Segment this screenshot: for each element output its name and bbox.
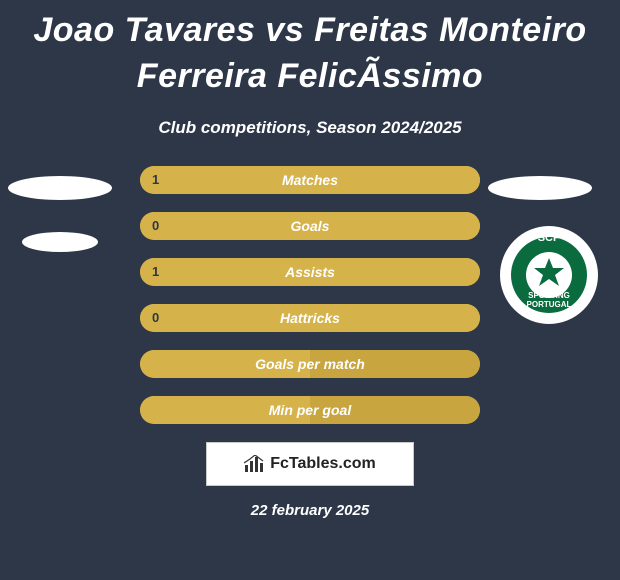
stat-bar-left — [140, 396, 310, 424]
stat-row: Min per goal — [140, 396, 480, 424]
stat-bar-left — [140, 350, 310, 378]
comparison-card: Joao Tavares vs Freitas Monteiro Ferreir… — [0, 0, 620, 580]
stat-bar-track — [140, 350, 480, 378]
stat-bar-right — [310, 396, 480, 424]
stat-bar-track — [140, 166, 480, 194]
subtitle: Club competitions, Season 2024/2025 — [0, 118, 620, 138]
stat-bar-track — [140, 258, 480, 286]
stat-value-left: 0 — [152, 304, 159, 332]
stat-bar-left — [140, 166, 480, 194]
club-badge: SCP SPORTING PORTUGAL — [500, 226, 598, 324]
brand-label: FcTables.com — [270, 455, 376, 473]
page-title: Joao Tavares vs Freitas Monteiro Ferreir… — [0, 8, 620, 100]
stat-value-left: 0 — [152, 212, 159, 240]
footer-date: 22 february 2025 — [0, 502, 620, 519]
chart-icon — [244, 455, 264, 473]
decor-ellipse-right-1 — [488, 176, 592, 200]
stat-bar-track — [140, 304, 480, 332]
stat-bar-left — [140, 212, 480, 240]
stat-value-left: 1 — [152, 166, 159, 194]
stat-row: Goals0 — [140, 212, 480, 240]
stat-bar-left — [140, 304, 480, 332]
stat-bar-track — [140, 396, 480, 424]
stat-bar-left — [140, 258, 480, 286]
decor-ellipse-left-2 — [22, 232, 98, 252]
stat-bar-track — [140, 212, 480, 240]
stat-value-left: 1 — [152, 258, 159, 286]
stat-row: Assists1 — [140, 258, 480, 286]
badge-text-top: SCP — [500, 232, 598, 244]
brand-box[interactable]: FcTables.com — [206, 442, 414, 486]
stat-row: Hattricks0 — [140, 304, 480, 332]
stat-bar-right — [310, 350, 480, 378]
stat-row: Matches1 — [140, 166, 480, 194]
stat-row: Goals per match — [140, 350, 480, 378]
badge-text-bot: PORTUGAL — [500, 301, 598, 310]
decor-ellipse-left-1 — [8, 176, 112, 200]
